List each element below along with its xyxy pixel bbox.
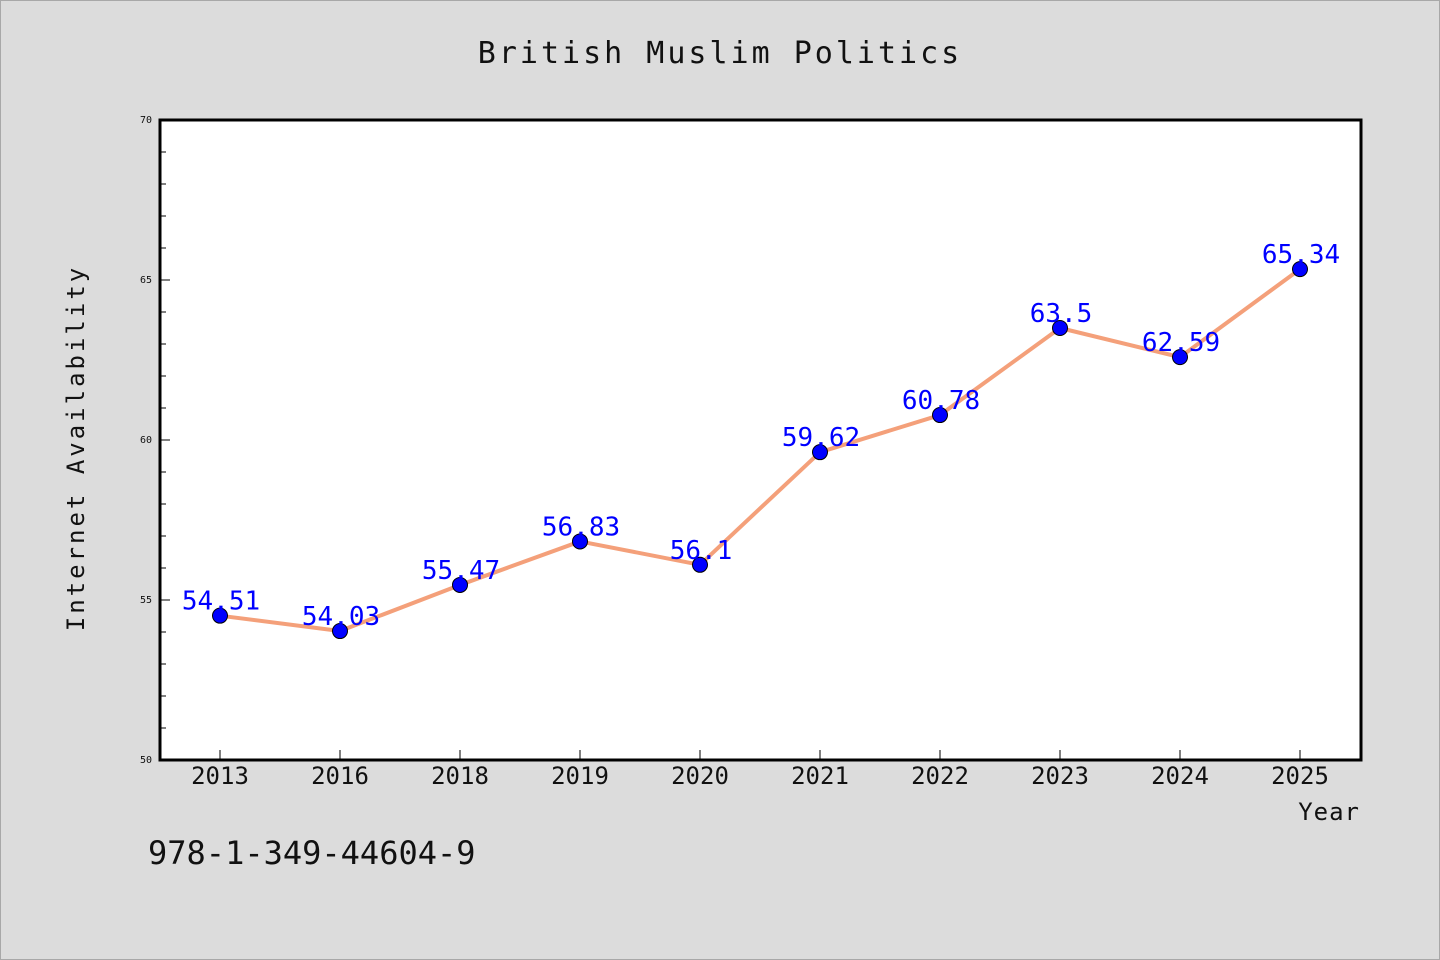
x-tick-label: 2013	[191, 762, 249, 790]
x-tick-label: 2021	[791, 762, 849, 790]
x-tick-label: 2025	[1271, 762, 1329, 790]
x-tick-label: 2022	[911, 762, 969, 790]
y-axis-label: Internet Availability	[62, 265, 90, 631]
y-tick-label: 50	[140, 755, 152, 766]
y-tick-label: 65	[140, 275, 152, 286]
data-point-label: 60.78	[902, 386, 980, 416]
data-point-label: 63.5	[1030, 299, 1093, 329]
series-line	[219, 267, 1302, 634]
y-tick-label: 70	[140, 115, 152, 126]
isbn-footnote: 978-1-349-44604-9	[148, 834, 476, 872]
plot-area	[160, 120, 1361, 760]
x-tick-label: 2018	[431, 762, 489, 790]
data-point-marker	[572, 533, 588, 550]
data-point-label: 62.59	[1142, 328, 1220, 358]
data-point-label: 56.83	[542, 512, 620, 542]
y-tick-label: 55	[140, 595, 152, 606]
data-point-marker	[1052, 320, 1068, 336]
data-markers	[212, 261, 1308, 640]
chart-title: British Muslim Politics	[478, 36, 962, 71]
data-point-marker	[932, 407, 948, 424]
data-point-label: 56.1	[670, 536, 733, 566]
data-point-marker	[212, 607, 228, 624]
x-tick-label: 2016	[311, 762, 369, 790]
data-point-marker	[1292, 261, 1308, 278]
x-tick-label: 2019	[551, 762, 609, 790]
data-point-label: 54.51	[182, 587, 260, 617]
data-labels: 54.51 54.03 55.47 56.83 56.1 59.62 60.78 63.5 62…	[182, 240, 1340, 632]
x-tick-label: 2024	[1151, 762, 1209, 790]
data-point-marker	[1172, 349, 1188, 366]
data-point-label: 54.03	[302, 602, 380, 632]
data-point-marker	[692, 556, 708, 573]
x-axis-ticks: 2013 2016 2018 2019 2020 2021 2022 2023 2024 2025	[191, 750, 1329, 790]
data-point-label: 55.47	[422, 556, 500, 586]
data-point-marker	[812, 444, 828, 461]
data-point-label: 65.34	[1262, 240, 1340, 270]
x-tick-label: 2020	[671, 762, 729, 790]
data-point-marker	[332, 623, 348, 640]
x-axis-label: Year	[1298, 798, 1360, 826]
plot-frame	[158, 118, 1363, 762]
x-tick-label: 2023	[1031, 762, 1089, 790]
data-point-marker	[452, 576, 468, 593]
y-tick-label: 60	[140, 435, 152, 446]
data-point-label: 59.62	[782, 423, 860, 453]
